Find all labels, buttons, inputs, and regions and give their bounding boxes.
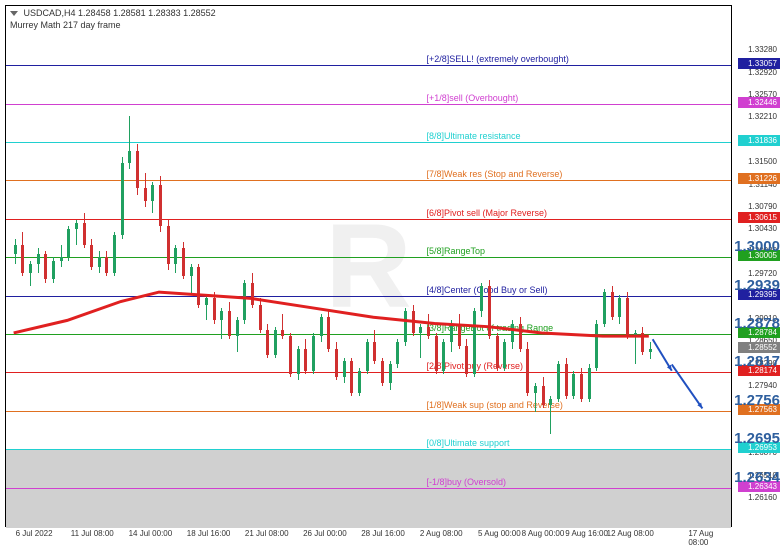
y-tick: 1.33280	[748, 45, 777, 54]
indicator-label: Murrey Math 217 day frame	[10, 20, 121, 30]
price-box: 1.30615	[738, 212, 780, 223]
big-price-label: 1.2634	[734, 469, 780, 486]
current-price-box: 1.28552	[738, 342, 780, 353]
x-tick: 21 Jul 08:00	[245, 529, 289, 538]
y-tick: 1.27940	[748, 381, 777, 390]
ma-line	[14, 292, 649, 336]
big-price-label: 1.2878	[734, 315, 780, 332]
symbol-label: USDCAD,H4	[24, 8, 76, 18]
ohlc-label: 1.28458 1.28581 1.28383 1.28552	[78, 8, 216, 18]
x-axis: 6 Jul 2022 11 Jul 08:00 14 Jul 00:00 18 Jul…	[5, 529, 732, 543]
big-price-label: 1.2695	[734, 430, 780, 447]
y-tick: 1.30790	[748, 202, 777, 211]
x-tick: 17 Aug 08:00	[688, 529, 717, 547]
y-tick: 1.26160	[748, 493, 777, 502]
price-box: 1.31836	[738, 135, 780, 146]
x-tick: 5 Aug 00:00	[478, 529, 521, 538]
x-tick: 14 Jul 00:00	[129, 529, 173, 538]
plot-area[interactable]: [+2/8]SELL! (extremely overbought)[+1/8]…	[6, 31, 731, 526]
big-price-label: 1.2817	[734, 353, 780, 370]
x-tick: 2 Aug 08:00	[420, 529, 463, 538]
y-tick: 1.31500	[748, 157, 777, 166]
x-tick: 26 Jul 00:00	[303, 529, 347, 538]
big-price-label: 1.2756	[734, 392, 780, 409]
big-price-label: 1.3000	[734, 238, 780, 255]
chart-header: USDCAD,H4 1.28458 1.28581 1.28383 1.2855…	[10, 8, 216, 18]
x-tick: 8 Aug 00:00	[522, 529, 565, 538]
forecast-arrow	[672, 364, 703, 408]
x-tick: 11 Jul 08:00	[71, 529, 114, 538]
big-price-label: 1.2939	[734, 277, 780, 294]
x-tick: 28 Jul 16:00	[361, 529, 405, 538]
overlay-svg	[6, 31, 733, 528]
price-box: 1.31226	[738, 173, 780, 184]
y-axis: 1.332801.329201.325701.322101.315001.311…	[732, 5, 782, 527]
x-tick: 6 Jul 2022	[16, 529, 53, 538]
dropdown-icon[interactable]	[10, 11, 18, 16]
x-tick: 18 Jul 16:00	[187, 529, 231, 538]
y-tick: 1.32210	[748, 112, 777, 121]
x-tick: 12 Aug 08:00	[607, 529, 654, 538]
price-box: 1.32446	[738, 97, 780, 108]
y-tick: 1.30430	[748, 224, 777, 233]
price-box: 1.33057	[738, 58, 780, 69]
x-tick: 9 Aug 16:00	[565, 529, 608, 538]
chart-container: USDCAD,H4 1.28458 1.28581 1.28383 1.2855…	[5, 5, 732, 527]
